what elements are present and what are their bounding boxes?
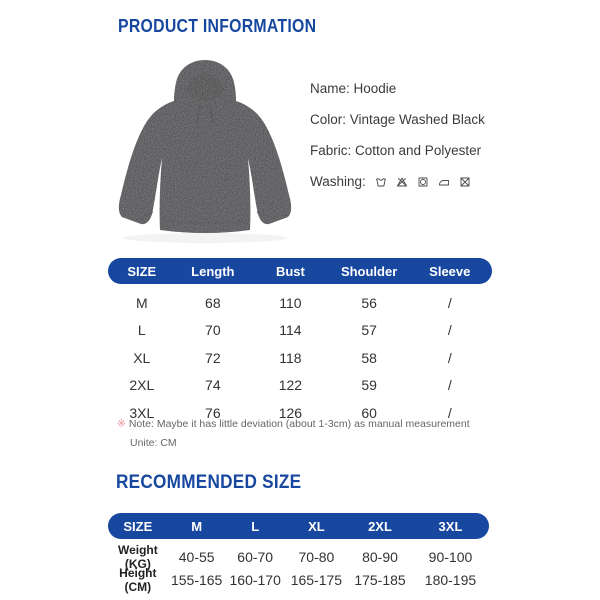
col-bust: Bust <box>275 263 305 279</box>
product-details: Name: Hoodie Color: Vintage Washed Black… <box>310 82 485 206</box>
table-row: L 70 114 57 / <box>108 317 492 345</box>
cell-length: 68 <box>205 294 221 311</box>
iron-icon <box>438 180 449 186</box>
note-asterisk-icon: ※ <box>117 418 126 430</box>
row-label: Height (CM) <box>119 566 157 594</box>
col-size: SIZE <box>123 518 153 534</box>
product-fabric-line: Fabric: Cotton and Polyester <box>310 143 482 158</box>
cell-size: L <box>137 322 146 339</box>
cell-height-3xl: 180-195 <box>424 572 477 588</box>
cell-bust: 126 <box>278 404 303 421</box>
size-chart-header: SIZE Length Bust Shoulder Sleeve <box>108 258 492 284</box>
cell-shoulder: 59 <box>361 377 377 394</box>
unit-note: Unite: CM <box>130 437 177 449</box>
cell-shoulder: 57 <box>361 322 377 339</box>
cell-height-m: 155-165 <box>170 572 223 588</box>
product-image <box>100 44 310 254</box>
cell-size: 2XL <box>129 377 155 394</box>
row-label: Weight (KG) <box>117 543 158 571</box>
col-2xl: 2XL <box>368 518 392 534</box>
col-shoulder: Shoulder <box>340 263 398 279</box>
recommended-size-title: RECOMMENDED SIZE <box>116 471 302 493</box>
table-row-height: Height (CM) 155-165 160-170 165-175 175-… <box>108 566 489 594</box>
size-chart-body: M 68 110 56 / L 70 114 57 / XL 72 118 58… <box>108 289 492 427</box>
recommended-size-header: SIZE M L XL 2XL 3XL <box>108 513 489 539</box>
cell-bust: 122 <box>278 377 303 394</box>
cell-sleeve: / <box>447 322 452 339</box>
cell-height-xl: 165-175 <box>290 572 343 588</box>
tumble-dry-icon <box>418 177 428 187</box>
col-sleeve: Sleeve <box>429 263 471 279</box>
note-text: Note: Maybe it has little deviation (abo… <box>128 418 470 430</box>
cell-shoulder: 60 <box>361 404 377 421</box>
page-title: PRODUCT INFORMATION <box>118 16 317 36</box>
cell-height-l: 160-170 <box>229 572 281 588</box>
cell-weight-3xl: 90-100 <box>428 549 473 565</box>
measurement-note: ※ Note: Maybe it has little deviation (ab… <box>117 418 470 430</box>
do-not-bleach-icon <box>396 177 407 187</box>
cell-height-2xl: 175-185 <box>354 572 406 588</box>
cell-sleeve: / <box>447 349 452 366</box>
col-size: SIZE <box>127 263 157 279</box>
washing-label: Washing: <box>310 174 366 189</box>
table-row-weight: Weight (KG) 40-55 60-70 70-80 80-90 90-1… <box>108 543 489 571</box>
cell-shoulder: 56 <box>361 294 377 311</box>
table-row: M 68 110 56 / <box>108 289 492 317</box>
cell-weight-m: 40-55 <box>178 549 215 565</box>
cell-weight-l: 60-70 <box>237 549 274 565</box>
cell-shoulder: 58 <box>361 349 377 366</box>
recommended-size-table: SIZE M L XL 2XL 3XL Weight (KG) 40-55 60… <box>108 513 489 594</box>
product-washing-line: Washing: <box>310 175 485 189</box>
do-not-tumble-dry-icon <box>460 177 470 187</box>
cell-weight-xl: 70-80 <box>298 549 335 565</box>
cell-sleeve: / <box>447 377 452 394</box>
hoodie-illustration <box>118 60 292 243</box>
wash-tub-icon <box>375 178 386 187</box>
col-3xl: 3XL <box>438 518 463 534</box>
cell-bust: 110 <box>279 294 302 311</box>
cell-weight-2xl: 80-90 <box>362 549 398 565</box>
cell-size: XL <box>133 349 151 366</box>
col-l: L <box>251 518 260 534</box>
size-chart-table: SIZE Length Bust Shoulder Sleeve M 68 11… <box>108 258 492 427</box>
col-length: Length <box>191 263 235 279</box>
col-m: M <box>191 518 203 534</box>
table-row: XL 72 118 58 / <box>108 344 492 372</box>
cell-length: 70 <box>205 322 221 339</box>
washing-care-icons <box>375 176 471 188</box>
table-row: 3XL 76 126 60 / <box>108 399 492 427</box>
cell-length: 74 <box>205 377 221 394</box>
product-name-line: Name: Hoodie <box>310 81 397 96</box>
cell-bust: 118 <box>279 349 302 366</box>
recommended-size-body: Weight (KG) 40-55 60-70 70-80 80-90 90-1… <box>108 543 489 594</box>
cell-size: 3XL <box>129 404 155 421</box>
col-xl: XL <box>308 518 325 534</box>
cell-length: 76 <box>205 404 221 421</box>
cell-length: 72 <box>205 349 221 366</box>
cell-sleeve: / <box>447 404 452 421</box>
cell-size: M <box>135 294 148 311</box>
cell-bust: 114 <box>279 322 302 339</box>
table-row: 2XL 74 122 59 / <box>108 372 492 400</box>
cell-sleeve: / <box>447 294 452 311</box>
product-color-line: Color: Vintage Washed Black <box>310 112 485 127</box>
